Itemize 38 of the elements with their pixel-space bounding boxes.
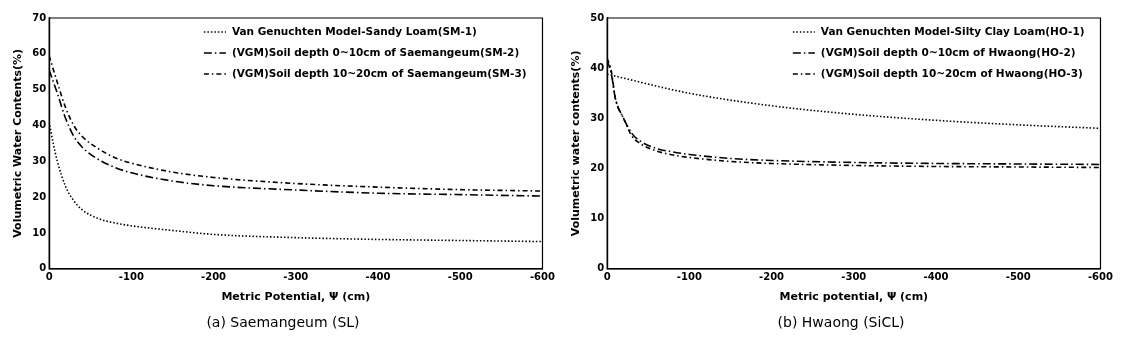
x-tick-label: -100: [118, 271, 144, 283]
y-tick-label: 0: [597, 262, 605, 274]
legend-label: Van Genuchten Model-Silty Clay Loam(HO-1): [820, 24, 1085, 37]
x-tick-label: -600: [1087, 271, 1114, 283]
y-tick-label: 0: [39, 262, 47, 274]
legend-label: (VGM)Soil depth 10~20cm of Hwaong(HO-3): [820, 66, 1083, 79]
y-tick-label: 70: [32, 11, 47, 23]
x-tick-label: -100: [676, 271, 702, 283]
y-axis-title: Volumetric Water Contents(%): [11, 48, 25, 238]
y-tick-label: 50: [32, 83, 47, 95]
y-axis-title: Volumetric water contents(%): [569, 50, 583, 237]
y-tick-label: 30: [32, 154, 47, 166]
y-tick-label: 20: [590, 162, 605, 174]
legend-label: (VGM)Soil depth 0~10cm of Hwaong(HO-2): [820, 45, 1076, 58]
x-tick-label: -200: [201, 271, 227, 283]
x-tick-label: -600: [529, 271, 556, 283]
x-tick-label: -500: [1005, 271, 1031, 283]
y-tick-label: 30: [590, 111, 605, 123]
y-tick-label: 60: [32, 47, 47, 59]
legend-label: (VGM)Soil depth 10~20cm of Saemangeum(SM-3): [231, 66, 527, 79]
x-tick-label: -300: [841, 271, 867, 283]
legend-label: Van Genuchten Model-Sandy Loam(SM-1): [231, 24, 477, 37]
text: (a) Saemangeum (SL): [206, 314, 360, 330]
y-tick-label: 10: [590, 212, 605, 224]
x-tick-label: -500: [447, 271, 473, 283]
y-tick-label: 50: [590, 11, 605, 23]
legend-label: (VGM)Soil depth 0~10cm of Saemangeum(SM-2): [231, 45, 520, 58]
y-tick-label: 20: [32, 190, 47, 202]
x-axis-title: Metric Potential, Ψ (cm): [221, 290, 371, 304]
x-tick-label: -400: [365, 271, 391, 283]
x-tick-label: -200: [759, 271, 785, 283]
x-tick-label: -300: [283, 271, 309, 283]
text: (b) Hwaong (SiCL): [777, 314, 905, 330]
y-tick-label: 10: [32, 226, 47, 238]
x-axis-title: Metric potential, Ψ (cm): [779, 290, 929, 304]
y-tick-label: 40: [590, 61, 605, 73]
y-tick-label: 40: [32, 119, 47, 131]
x-tick-label: -400: [923, 271, 949, 283]
